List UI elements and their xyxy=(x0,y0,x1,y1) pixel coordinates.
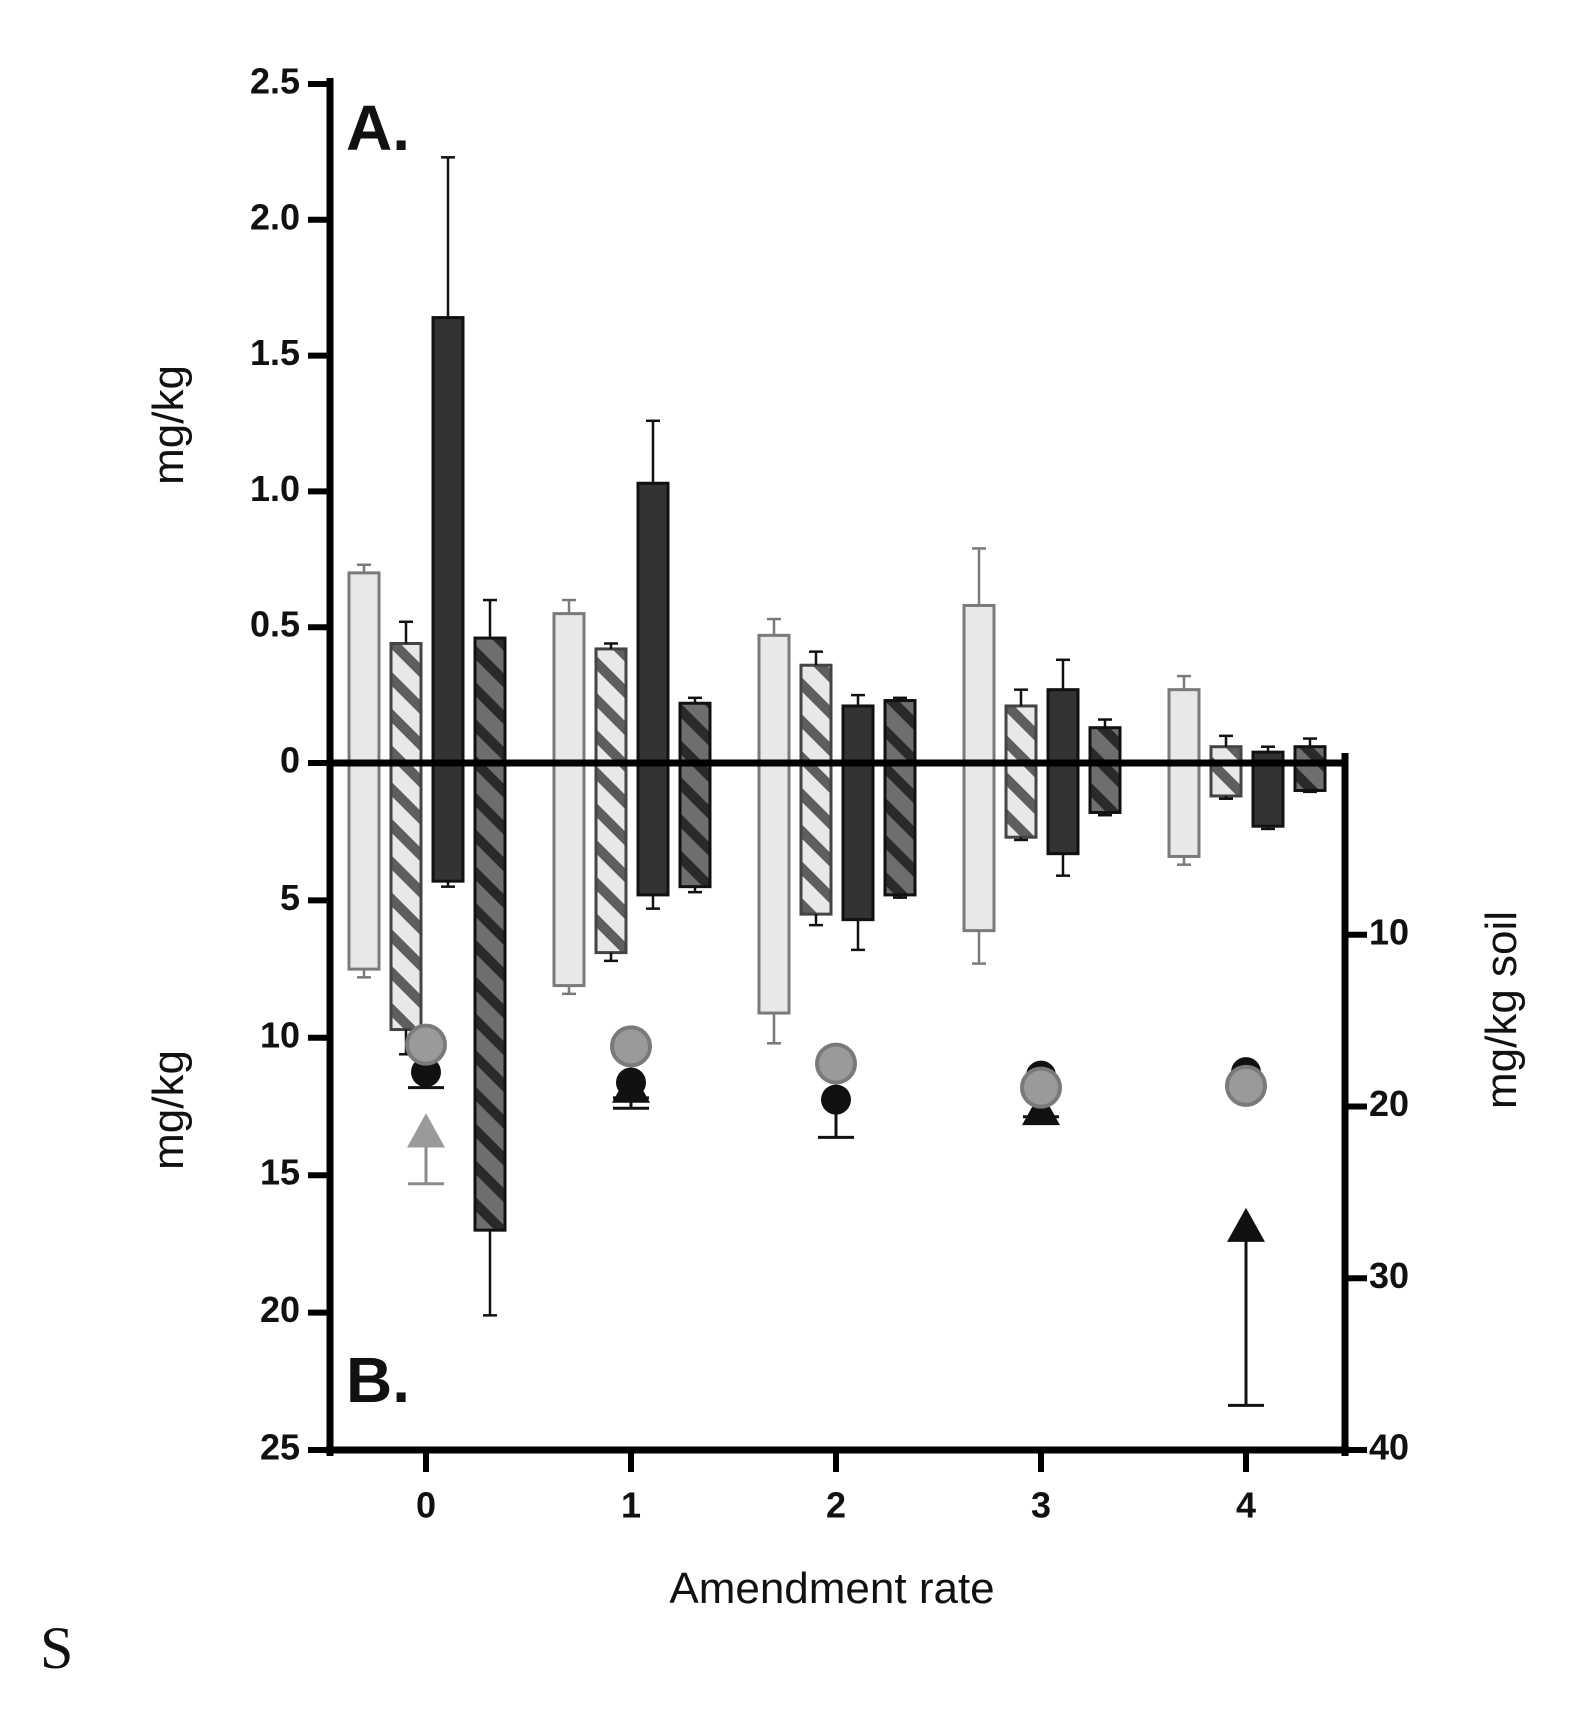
bar-A-series2-cat0 xyxy=(389,641,423,765)
x-tick-label-4: 4 xyxy=(1236,1485,1256,1526)
panel-b-label: B. xyxy=(346,1344,410,1416)
marker-gray-circle-cat2 xyxy=(815,1042,857,1085)
bar-A-series2-cat1 xyxy=(594,647,628,765)
markers-layer xyxy=(405,1023,1267,1407)
marker-gray-circle-cat1 xyxy=(610,1025,652,1068)
bar-B-series1-cat4 xyxy=(1167,761,1201,858)
panel-b-tick-label: 20 xyxy=(260,1289,300,1330)
marker-black-circle-cat0 xyxy=(411,1057,441,1088)
bar-B-series3-cat4 xyxy=(1251,761,1285,828)
bar-B-series1-cat0 xyxy=(347,761,381,971)
bar-A-series1-cat3 xyxy=(962,603,996,765)
bar-A-series4-cat3 xyxy=(1088,726,1122,765)
x-tick-label-1: 1 xyxy=(621,1485,641,1526)
soil-tick-label: 30 xyxy=(1369,1255,1409,1296)
labels-layer: A. B. mg/kg mg/kg mg/kg soil Amendment r… xyxy=(40,92,1526,1681)
bar-A-series1-cat2 xyxy=(757,633,791,765)
bar-B-series4-cat0 xyxy=(473,761,507,1232)
bar-B-series2-cat3 xyxy=(1004,761,1038,839)
panel-a-tick-label: 2.0 xyxy=(250,196,300,237)
bar-A-series4-cat0 xyxy=(473,636,507,765)
bars-layer xyxy=(347,156,1327,1317)
marker-gray-circle-cat0 xyxy=(405,1023,447,1066)
marker-gray-circle-cat3 xyxy=(1020,1066,1062,1109)
panel-a-tick-label: 0.5 xyxy=(250,604,300,645)
bar-B-series1-cat1 xyxy=(552,761,586,988)
bar-A-series3-cat2 xyxy=(841,704,875,765)
panel-b-tick-label: 25 xyxy=(260,1427,300,1468)
corner-letter: S xyxy=(40,1615,73,1681)
panel-b-y-axis-title: mg/kg xyxy=(144,1050,193,1170)
bar-B-series2-cat2 xyxy=(799,761,833,916)
panel-a-tick-label: 1.5 xyxy=(250,332,300,373)
bar-A-series1-cat1 xyxy=(552,612,586,765)
marker-gray-triangle-cat0 xyxy=(407,1113,445,1148)
bar-B-series3-cat3 xyxy=(1046,761,1080,856)
panel-a-tick-label: 1.0 xyxy=(250,468,300,509)
bar-B-series1-cat3 xyxy=(962,761,996,933)
panel-a-label: A. xyxy=(346,92,410,164)
bar-B-series3-cat2 xyxy=(841,761,875,922)
marker-gray-circle-cat4 xyxy=(1225,1064,1267,1107)
panel-a-tick-label: 0 xyxy=(280,740,300,781)
bar-B-series1-cat2 xyxy=(757,761,791,1015)
bar-B-series3-cat1 xyxy=(636,761,670,897)
bar-B-series4-cat3 xyxy=(1088,761,1122,814)
soil-tick-label: 10 xyxy=(1369,911,1409,952)
axes-layer: 0 0.5 1.0 1.5 2.0 2.5 5 10 15 20 25 10 20 30 40 0 1 2 3 4 xyxy=(250,61,1409,1526)
bar-A-series1-cat4 xyxy=(1167,688,1201,765)
bar-A-series2-cat3 xyxy=(1004,704,1038,765)
bar-B-series3-cat0 xyxy=(431,761,465,883)
bar-A-series4-cat2 xyxy=(883,699,917,765)
soil-y-axis-title: mg/kg soil xyxy=(1477,911,1526,1109)
bar-A-series1-cat0 xyxy=(347,571,381,765)
bar-B-series2-cat4 xyxy=(1209,761,1243,798)
bar-A-series3-cat3 xyxy=(1046,688,1080,765)
bar-A-series3-cat1 xyxy=(636,481,670,765)
x-tick-label-3: 3 xyxy=(1031,1485,1051,1526)
x-tick-label-2: 2 xyxy=(826,1485,846,1526)
x-axis-title: Amendment rate xyxy=(669,1564,994,1613)
bar-B-series2-cat0 xyxy=(389,761,423,1032)
soil-tick-label: 20 xyxy=(1369,1083,1409,1124)
panel-b-tick-label: 5 xyxy=(280,877,300,918)
panel-b-tick-label: 15 xyxy=(260,1152,300,1193)
bar-B-series4-cat2 xyxy=(883,761,917,897)
bar-B-series4-cat1 xyxy=(678,761,712,889)
marker-black-triangle-cat4 xyxy=(1227,1207,1265,1242)
bar-A-series3-cat0 xyxy=(431,316,465,765)
bar-B-series4-cat4 xyxy=(1293,761,1327,792)
panel-a-y-axis-title: mg/kg xyxy=(144,365,193,485)
soil-tick-label: 40 xyxy=(1369,1427,1409,1468)
bar-B-series2-cat1 xyxy=(594,761,628,955)
bar-A-series2-cat2 xyxy=(799,663,833,765)
marker-black-circle-cat2 xyxy=(821,1084,851,1115)
panel-b-tick-label: 10 xyxy=(260,1014,300,1055)
panel-a-tick-label: 2.5 xyxy=(250,61,300,102)
bar-A-series4-cat1 xyxy=(678,701,712,765)
marker-black-triangle-cat1 xyxy=(612,1068,650,1103)
x-tick-label-0: 0 xyxy=(416,1485,436,1526)
